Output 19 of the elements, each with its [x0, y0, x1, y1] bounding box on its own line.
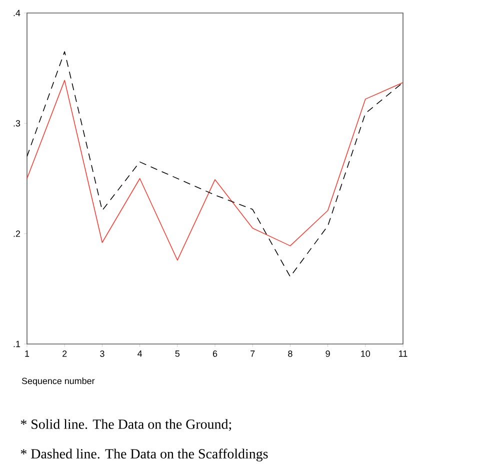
- x-tick-label: 5: [175, 350, 180, 357]
- x-axis-title: Sequence number: [22, 378, 95, 386]
- x-tick-label: 9: [326, 350, 330, 357]
- text: * Dashed line. The Data on the Scaffoldings: [20, 448, 268, 462]
- y-tick-label: .4: [14, 10, 20, 16]
- x-tick-label: 10: [361, 350, 370, 357]
- x-tick-label: 3: [100, 350, 104, 357]
- x-tick-label: 8: [288, 350, 292, 357]
- line-series: [27, 80, 404, 261]
- y-tick-label: .1: [14, 340, 20, 348]
- x-tick-label: 1: [25, 350, 30, 357]
- y-tick-label: .2: [14, 230, 20, 237]
- x-tick-label: 6: [212, 350, 218, 357]
- x-tick-label: 11: [399, 350, 408, 357]
- x-tick-label: 7: [250, 350, 255, 357]
- text: * Solid line. The Data on the Ground;: [20, 419, 232, 431]
- y-tick-label: .3: [14, 120, 20, 127]
- x-tick-label: 4: [138, 350, 142, 357]
- x-tick-label: 2: [62, 350, 67, 357]
